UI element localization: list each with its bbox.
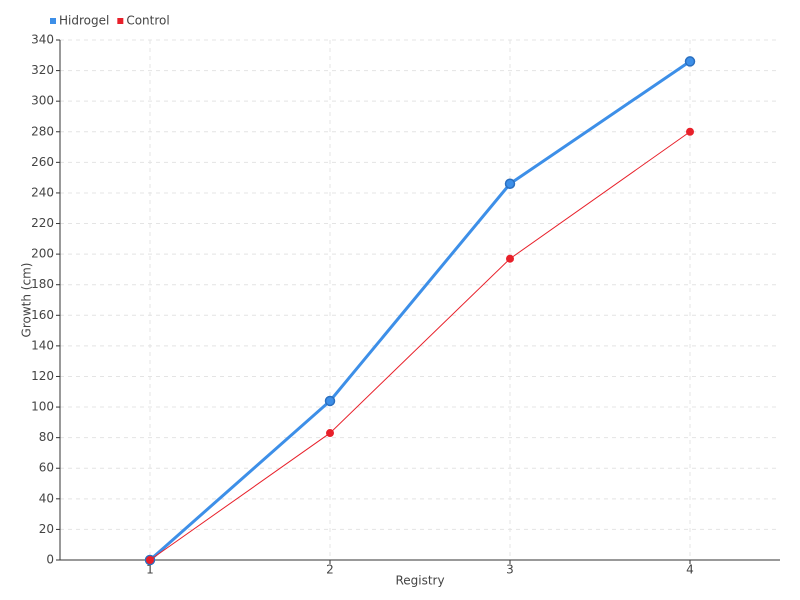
series-line <box>149 60 691 562</box>
y-tick-label: 320 <box>31 63 54 77</box>
legend-label: Hidrogel <box>59 14 109 28</box>
data-point <box>326 429 334 438</box>
legend-swatch <box>117 18 124 24</box>
y-tick-label: 100 <box>31 400 54 414</box>
x-tick-label: 4 <box>686 563 694 577</box>
y-tick-label: 260 <box>31 155 54 169</box>
x-tick-label: 3 <box>506 563 514 577</box>
data-point <box>686 127 694 136</box>
y-tick-label: 140 <box>31 338 54 352</box>
y-tick-label: 120 <box>31 369 54 383</box>
series-line <box>149 131 691 561</box>
y-axis-label: Growth (cm) <box>20 263 34 338</box>
y-tick-label: 40 <box>39 491 54 505</box>
y-tick-label: 300 <box>31 94 54 108</box>
x-tick-label: 1 <box>146 563 154 577</box>
y-tick-label: 180 <box>31 277 54 291</box>
x-tick-label: 2 <box>326 563 334 577</box>
y-tick-label: 60 <box>39 461 54 475</box>
data-point <box>324 395 336 407</box>
data-point <box>684 56 696 67</box>
y-tick-label: 280 <box>31 124 54 138</box>
y-tick-label: 340 <box>31 33 54 47</box>
y-tick-label: 240 <box>31 185 54 199</box>
data-point <box>504 178 516 190</box>
y-tick-label: 0 <box>46 553 54 567</box>
y-tick-label: 220 <box>31 216 54 230</box>
y-tick-label: 200 <box>31 247 54 261</box>
legend-label: Control <box>126 14 169 28</box>
legend-swatch <box>50 18 56 24</box>
y-tick-label: 80 <box>39 430 54 444</box>
data-point <box>506 254 514 263</box>
y-tick-label: 20 <box>39 522 54 536</box>
x-axis-label: Registry <box>395 574 444 588</box>
data-point <box>146 556 154 564</box>
y-tick-label: 160 <box>31 308 54 322</box>
